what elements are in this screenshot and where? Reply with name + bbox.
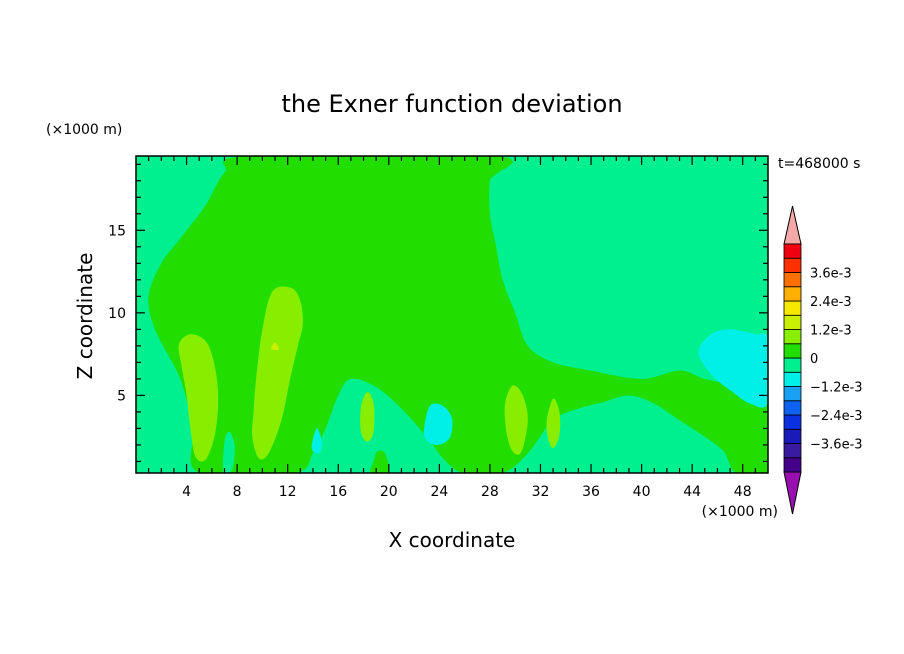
colorbar-tick-label: −1.2e-3	[810, 381, 863, 396]
contour-region-11	[698, 329, 768, 408]
x-tick-label: 4	[182, 484, 191, 500]
colorbar-box	[783, 272, 802, 288]
contour-region-1	[727, 411, 761, 453]
x-axis-units: (×1000 m)	[702, 504, 778, 520]
colorbar-box	[783, 400, 802, 416]
contour-region-0	[148, 156, 768, 473]
contour-region-12	[271, 342, 279, 351]
x-tick-label: 28	[481, 484, 499, 500]
colorbar-box	[783, 243, 802, 259]
x-tick-label: 24	[430, 484, 448, 500]
z-axis-units: (×1000 m)	[46, 122, 122, 138]
x-tick-label: 20	[380, 484, 398, 500]
colorbar-box	[783, 329, 802, 345]
colorbar-under-arrow	[783, 471, 802, 515]
colorbar-box	[783, 343, 802, 359]
colorbar-box	[783, 314, 802, 330]
colorbar-tick-label: 3.6e-3	[810, 267, 852, 282]
x-tick-label: 12	[279, 484, 297, 500]
x-axis-label: X coordinate	[389, 528, 516, 552]
contour-region-8	[222, 431, 235, 473]
x-axis: 4 8 12 16 20 24 28 32 36 40 44 48	[148, 156, 756, 500]
colorbar-box	[783, 428, 802, 444]
x-tick-label: 32	[532, 484, 550, 500]
x-tick-label: 40	[633, 484, 651, 500]
x-tick-label: 8	[233, 484, 242, 500]
colorbar-tick-label: −3.6e-3	[810, 438, 863, 453]
contour-region-3	[178, 334, 219, 462]
x-tick-label: 16	[329, 484, 347, 500]
colorbar-box	[783, 300, 802, 316]
x-tick-label: 44	[683, 484, 701, 500]
colorbar-box	[783, 443, 802, 459]
colorbar-box	[783, 357, 802, 373]
chart-title: the Exner function deviation	[281, 90, 622, 118]
colorbar-tick-label: 1.2e-3	[810, 324, 852, 339]
colorbar-box	[783, 386, 802, 402]
y-tick-label: 15	[108, 223, 126, 239]
colorbar-tick-label: 2.4e-3	[810, 295, 852, 310]
contour-region-5	[360, 392, 375, 442]
colorbar-box	[783, 257, 802, 273]
colorbar-over-arrow	[783, 205, 802, 245]
contour-region-4	[252, 286, 303, 460]
contour-regions	[148, 156, 768, 473]
x-tick-label: 48	[734, 484, 752, 500]
colorbar: 3.6e-3 2.4e-3 1.2e-3 0 −1.2e-3 −2.4e-3 −3.6e-3	[783, 205, 863, 515]
y-axis: 5 10 15	[108, 163, 768, 463]
contour-region-6	[504, 385, 528, 455]
y-tick-label: 5	[117, 388, 126, 404]
contour-region-9	[311, 428, 322, 454]
plot-area	[135, 155, 769, 474]
contour-region-2	[370, 450, 390, 473]
colorbar-box	[783, 371, 802, 387]
contour-region-7	[546, 398, 561, 449]
colorbar-box	[783, 286, 802, 302]
colorbar-tick-label: 0	[810, 352, 818, 367]
time-label: t=468000 s	[778, 156, 860, 172]
y-axis-label: Z coordinate	[73, 253, 97, 380]
x-tick-label: 36	[582, 484, 600, 500]
y-tick-label: 10	[108, 306, 126, 322]
colorbar-box	[783, 414, 802, 430]
colorbar-tick-label: −2.4e-3	[810, 409, 863, 424]
contour-region-10	[423, 403, 453, 445]
colorbar-box	[783, 457, 802, 473]
